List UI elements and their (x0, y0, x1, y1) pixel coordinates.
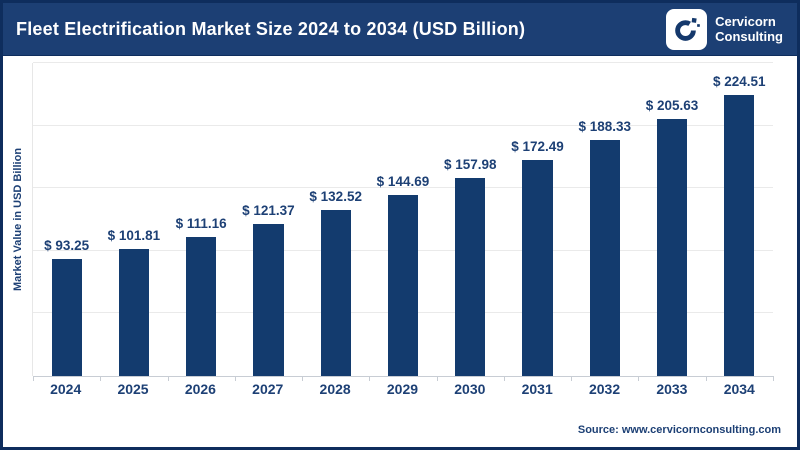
bar (724, 94, 755, 376)
bar (656, 118, 688, 376)
x-axis-label: 2025 (117, 381, 149, 397)
bar-value-label: $ 101.81 (107, 227, 161, 243)
bar-slot: $ 121.37 (235, 63, 302, 376)
bar-value-label: $ 157.98 (443, 157, 497, 173)
source-note: Source: www.cervicornconsulting.com (577, 424, 781, 436)
x-axis-label: 2027 (252, 381, 284, 397)
bar (589, 140, 620, 376)
x-axis-label: 2024 (50, 381, 82, 397)
y-axis-title: Market Value in USD Billion (12, 147, 24, 292)
bar-slot: $ 144.69 (369, 63, 436, 376)
brand-name: Cervicorn Consulting (715, 14, 783, 45)
bar (455, 178, 486, 376)
x-axis-label: 2031 (521, 381, 553, 397)
bar-value-label: $ 224.51 (713, 73, 766, 89)
bar (51, 259, 82, 376)
brand: Cervicorn Consulting (666, 8, 797, 50)
bar-value-label: $ 111.16 (175, 215, 227, 231)
x-axis-tick (705, 376, 707, 381)
x-axis-labels: 2024 2025 2026 2027 2028 2029 2030 2031 2032 2033… (32, 381, 773, 401)
gridline (33, 187, 773, 189)
bar (387, 194, 419, 376)
bar-slot: $ 101.81 (100, 63, 167, 376)
bar-value-label: $ 132.52 (309, 189, 362, 205)
bar-series: $ 93.25 $ 101.81 $ 111.16 $ 121.37 $ 132.52 $… (33, 63, 773, 376)
bar-slot: $ 224.51 (706, 63, 773, 376)
bar (320, 210, 351, 376)
x-axis-label: 2034 (723, 381, 755, 397)
bar (118, 248, 150, 376)
bar-value-label: $ 121.37 (242, 203, 295, 219)
bar-slot: $ 157.98 (437, 63, 504, 376)
x-axis-label: 2033 (656, 381, 688, 397)
x-axis-label: 2030 (454, 381, 486, 397)
page-title: Fleet Electrification Market Size 2024 t… (16, 18, 526, 39)
x-axis-line (33, 376, 773, 377)
brand-name-line2: Consulting (715, 29, 783, 44)
bar-value-label: $ 93.25 (44, 238, 90, 254)
brand-name-line1: Cervicorn (715, 13, 776, 29)
bar-slot: $ 172.49 (504, 63, 571, 376)
x-axis-tick (436, 376, 438, 381)
bar-slot: $ 205.63 (638, 63, 705, 376)
x-axis-tick (302, 376, 304, 381)
bar-value-label: $ 205.63 (645, 97, 699, 113)
bar (522, 160, 553, 376)
x-axis-tick (369, 376, 371, 381)
x-axis-tick (773, 376, 774, 381)
x-axis-tick (167, 376, 169, 381)
bar-slot: $ 111.16 (168, 63, 235, 376)
x-axis-tick (571, 376, 573, 381)
header-band: Fleet Electrification Market Size 2024 t… (3, 3, 797, 56)
logo-c-glyph (674, 17, 700, 41)
x-axis-label: 2028 (319, 381, 351, 397)
gridline (33, 124, 773, 126)
bar-slot: $ 132.52 (302, 63, 369, 376)
bar-value-label: $ 144.69 (376, 173, 430, 189)
bar-value-label: $ 172.49 (511, 139, 564, 155)
x-axis-label: 2026 (184, 381, 216, 397)
bar-slot: $ 93.25 (33, 63, 100, 376)
bar (253, 224, 284, 376)
chart-area: $ 93.25 $ 101.81 $ 111.16 $ 121.37 $ 132.52 $… (32, 62, 774, 381)
x-axis-tick (100, 376, 102, 381)
gridline (33, 62, 773, 63)
bar (186, 236, 217, 376)
x-axis-tick (33, 376, 34, 381)
x-axis-tick (234, 376, 236, 381)
bar-slot: $ 188.33 (571, 63, 638, 376)
cervicorn-logo-icon (666, 8, 708, 50)
x-axis-tick (503, 376, 505, 381)
x-axis-label: 2032 (588, 381, 621, 397)
x-axis-label: 2029 (386, 381, 419, 397)
bar-value-label: $ 188.33 (578, 119, 632, 135)
x-axis-tick (638, 376, 640, 381)
